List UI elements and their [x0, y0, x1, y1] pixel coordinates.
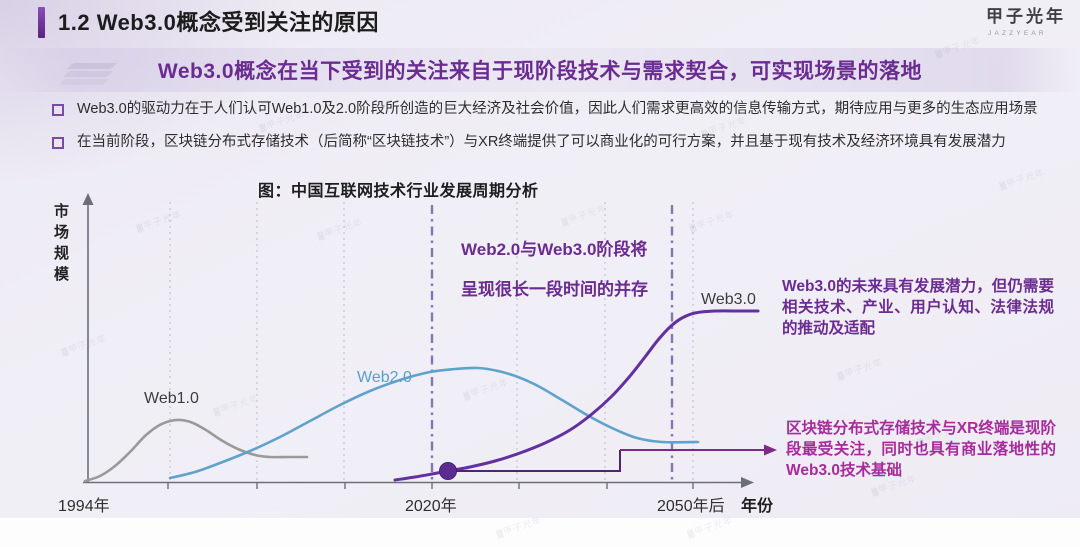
- header: 1.2 Web3.0概念受到关注的原因: [38, 5, 379, 38]
- y-axis-label: 市场规模: [52, 203, 69, 287]
- x-axis-arrow-icon: [741, 477, 754, 488]
- bullet-text: 在当前阶段，区块链分布式存储技术（后简称“区块链技术”）与XR终端提供了可以商业…: [77, 134, 1006, 151]
- logo-text-block: 甲子光年 JAZZYEAR: [986, 2, 1066, 37]
- coexist-annotation: Web2.0与Web3.0阶段将 呈现很长一段时间的并存: [461, 240, 648, 300]
- banner-text: Web3.0概念在当下受到的关注来自于现阶段技术与需求契合，可实现场景的落地: [157, 60, 923, 83]
- square-bullet-icon: [52, 104, 64, 116]
- future-note: Web3.0的未来具有发展潜力，但仍需要相关技术、产业、用户认知、法律法规的推动…: [782, 278, 1054, 337]
- bullet-list: Web3.0的驱动力在于人们认可Web1.0及2.0阶段所创造的巨大经济及社会价…: [52, 99, 1058, 166]
- title-accent-bar: [38, 7, 45, 38]
- web1-curve: [83, 418, 309, 483]
- web2-curve: [168, 366, 700, 480]
- banner: Web3.0概念在当下受到的关注来自于现阶段技术与需求契合，可实现场景的落地: [0, 48, 1080, 92]
- step-callout-line: [452, 450, 621, 472]
- web2-curve-label: Web2.0: [357, 369, 412, 386]
- jazzyear-logo-icon: [953, 2, 975, 42]
- bullet-item: Web3.0的驱动力在于人们认可Web1.0及2.0阶段所创造的巨大经济及社会价…: [52, 99, 1058, 120]
- bullet-text: Web3.0的驱动力在于人们认可Web1.0及2.0阶段所创造的巨大经济及社会价…: [77, 101, 1038, 117]
- gridlines: [169, 202, 694, 482]
- x-tick-1994: 1994年: [58, 498, 110, 515]
- x-tick-2050: 2050年后: [657, 498, 725, 515]
- y-axis-arrow-icon: [82, 193, 94, 205]
- axis-ticks: [167, 482, 694, 489]
- slide-title: 1.2 Web3.0概念受到关注的原因: [58, 10, 379, 35]
- x-axis-label: 年份: [741, 498, 774, 515]
- current-stage-dot: [439, 462, 457, 480]
- web1-curve-label: Web1.0: [144, 390, 199, 407]
- logo-subtitle: JAZZYEAR: [988, 30, 1047, 37]
- web3-curve: [393, 309, 760, 482]
- square-bullet-icon: [52, 137, 64, 150]
- callout-arrowhead-icon: [764, 444, 777, 456]
- jazzyear-logo: 甲子光年 JAZZYEAR: [951, 2, 1066, 44]
- web3-curve-label: Web3.0: [701, 291, 756, 308]
- chart-title: 图：中国互联网技术行业发展周期分析: [258, 183, 539, 200]
- coexist-line1: Web2.0与Web3.0阶段将: [461, 240, 648, 259]
- blockchain-note: 区块链分布式存储技术与XR终端是现阶段最受关注，同时也具有商业落地性的Web3.…: [786, 420, 1056, 479]
- bullet-item: 在当前阶段，区块链分布式存储技术（后简称“区块链技术”）与XR终端提供了可以商业…: [52, 132, 1058, 153]
- logo-name: 甲子光年: [986, 7, 1066, 26]
- x-tick-2020: 2020年: [405, 498, 457, 515]
- coexist-line2: 呈现很长一段时间的并存: [461, 280, 648, 299]
